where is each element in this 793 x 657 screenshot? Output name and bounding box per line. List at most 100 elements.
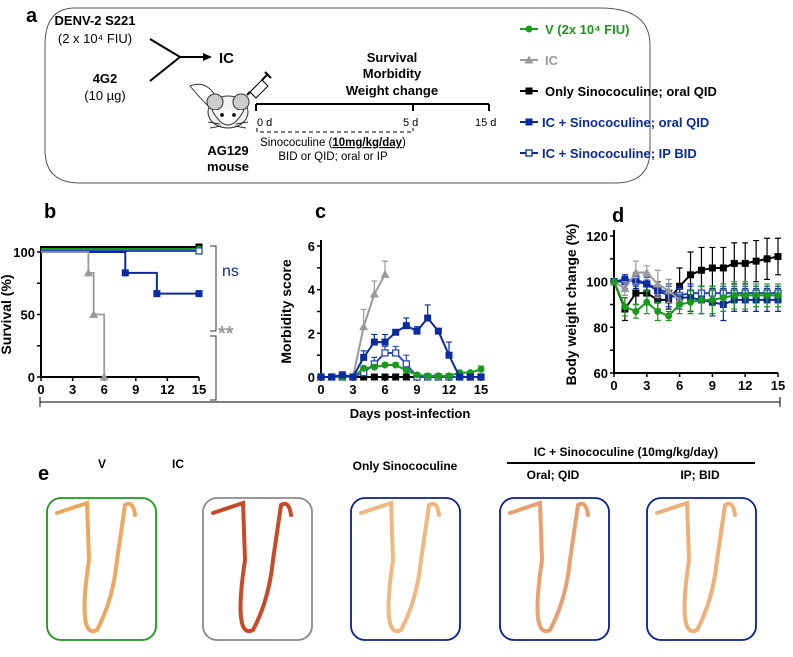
photo-frame bbox=[46, 497, 157, 641]
photo-label: V bbox=[98, 457, 106, 471]
data-point bbox=[730, 291, 738, 299]
data-point bbox=[631, 268, 641, 277]
timeline-15d: 15 d bbox=[475, 117, 496, 129]
data-point bbox=[621, 303, 629, 311]
intestine-photo-2: Only Sinococuline bbox=[350, 459, 461, 641]
virus-dose: (2 x 10⁴ FIU) bbox=[58, 31, 132, 46]
data-point bbox=[99, 372, 109, 381]
error-bar bbox=[698, 285, 705, 315]
photo-label: IC bbox=[172, 457, 184, 471]
intestine-image bbox=[655, 500, 737, 634]
intestine-photo-3: Oral; QID bbox=[499, 468, 610, 641]
axes bbox=[40, 246, 199, 378]
data-point bbox=[445, 372, 453, 380]
antibody-dose: (10 µg) bbox=[84, 88, 125, 103]
legend-marker bbox=[525, 118, 533, 126]
data-point bbox=[665, 312, 673, 320]
photo-frame bbox=[202, 497, 313, 641]
panel-label-b: b bbox=[44, 201, 56, 223]
data-point bbox=[643, 280, 651, 288]
virus-label: DENV-2 S221 bbox=[55, 13, 136, 28]
data-point bbox=[632, 289, 640, 297]
data-point bbox=[360, 373, 368, 381]
data-point bbox=[687, 271, 695, 279]
legend-label: IC bbox=[545, 53, 559, 68]
data-point bbox=[370, 373, 378, 381]
intestine-image bbox=[211, 500, 293, 634]
intestine-photo-1: IC bbox=[172, 457, 313, 641]
x-tick-label: 0 bbox=[610, 378, 617, 393]
panel-a-frame bbox=[44, 7, 651, 184]
series-line bbox=[614, 278, 778, 297]
data-point bbox=[610, 278, 618, 286]
data-point bbox=[434, 327, 442, 335]
error-bar bbox=[742, 242, 749, 285]
x-tick-label: 6 bbox=[101, 382, 108, 397]
error-bar bbox=[775, 237, 781, 276]
mouse-label: mouse bbox=[207, 159, 249, 174]
intestine-photo-0: V bbox=[46, 457, 157, 641]
y-tick-label: 0 bbox=[28, 370, 35, 385]
antibody-label: 4G2 bbox=[93, 71, 118, 86]
x-tick-label: 15 bbox=[474, 382, 488, 397]
error-bar bbox=[764, 283, 771, 308]
series-line bbox=[613, 255, 779, 312]
error-bar bbox=[654, 301, 661, 322]
series-line bbox=[321, 363, 482, 378]
syringe-icon bbox=[246, 71, 272, 99]
data-point bbox=[697, 296, 705, 304]
y-tick-label: 4 bbox=[308, 283, 316, 298]
x-tick-label: 9 bbox=[413, 382, 420, 397]
chart-b: 0 3 6 9 12 15 0 50 100 Survival (%) ns ** bbox=[0, 243, 239, 401]
y-tick-label: 80 bbox=[594, 320, 608, 335]
error-bar bbox=[753, 239, 760, 283]
data-point bbox=[741, 291, 749, 299]
x-tick-label: 3 bbox=[69, 382, 76, 397]
data-point bbox=[654, 307, 662, 315]
error-bar bbox=[731, 242, 738, 285]
survival-step-line bbox=[41, 251, 199, 295]
mouse-strain: AG129 bbox=[207, 143, 248, 158]
data-point bbox=[381, 349, 389, 357]
error-bar bbox=[764, 237, 771, 280]
readout-1: Survival bbox=[367, 50, 418, 65]
error-bar bbox=[775, 283, 781, 308]
data-point bbox=[402, 360, 410, 368]
data-point bbox=[402, 373, 410, 381]
x-tick-label: 6 bbox=[676, 378, 683, 393]
data-point bbox=[466, 373, 474, 381]
data-point bbox=[89, 310, 99, 318]
timeline-0d: 0 d bbox=[257, 117, 272, 129]
data-point bbox=[653, 279, 663, 288]
data-point bbox=[621, 275, 629, 283]
x-tick-label: 6 bbox=[381, 382, 388, 397]
error-bar bbox=[698, 246, 705, 294]
y-tick-label: 120 bbox=[586, 229, 608, 244]
error-bar bbox=[676, 294, 683, 315]
data-point bbox=[763, 291, 771, 299]
error-bar bbox=[720, 283, 727, 312]
y-tick-label: 6 bbox=[308, 239, 315, 254]
panel-e: e IC + Sinococuline (10mg/kg/day) V IC Onl… bbox=[38, 445, 757, 641]
legend-label: IC + Sinococuline; IP BID bbox=[542, 146, 697, 161]
readout-2: Morbidity bbox=[363, 66, 422, 81]
data-point bbox=[763, 255, 771, 263]
panel-a: a DENV-2 S221 (2 x 10⁴ FIU) 4G2 (10 µg) … bbox=[26, 5, 717, 184]
legend-label: Only Sinococuline; oral QID bbox=[545, 84, 717, 99]
data-point bbox=[121, 269, 129, 277]
data-point bbox=[392, 361, 400, 369]
panel-label-e: e bbox=[38, 463, 49, 485]
axes bbox=[320, 240, 481, 378]
photo-frame bbox=[646, 497, 757, 641]
legend-label: V (2x 10⁴ FIU) bbox=[545, 22, 629, 37]
legend-marker bbox=[524, 55, 534, 64]
significance-bracket bbox=[210, 335, 217, 401]
error-bar bbox=[709, 246, 716, 290]
x-tick-label: 12 bbox=[442, 382, 456, 397]
data-point bbox=[687, 298, 695, 306]
data-point bbox=[380, 269, 390, 278]
data-point bbox=[424, 372, 432, 380]
series-line bbox=[613, 281, 778, 318]
data-point bbox=[697, 266, 705, 274]
